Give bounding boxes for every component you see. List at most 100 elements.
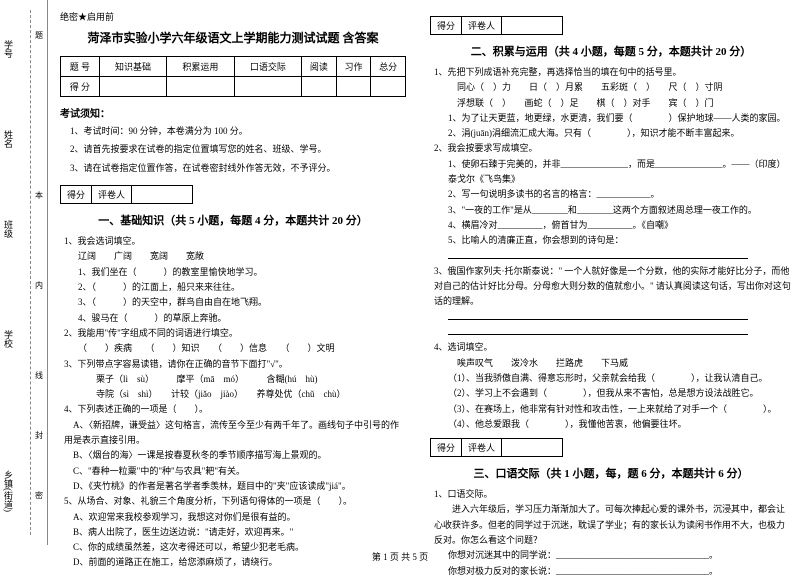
q-line: 5、比喻人的清廉正直，你会想到的诗句是： xyxy=(448,233,792,248)
section-2-title: 二、积累与运用（共 4 小题，每题 5 分，本题共计 20 分） xyxy=(430,43,792,59)
secret-mark: 绝密★启用前 xyxy=(60,10,406,23)
q-line: 你想对极力反对的家长说：____________________________… xyxy=(448,564,792,579)
gutter-dot: 封 xyxy=(35,430,43,441)
r-question-2: 2、我会按要求写成填空。 1、使卵石臻于完美的，并非______________… xyxy=(434,141,792,263)
gutter-label: 班级 xyxy=(2,220,15,238)
scorebox-marker: 评卷人 xyxy=(462,17,502,34)
q-line: （4）、他总爱跟我（ ），我懂他苦衷，他偏要往坏。 xyxy=(448,417,792,432)
q-line: 3、"一夜的工作"是从________和________这两个方面叙述周总理一夜… xyxy=(448,203,792,218)
q-line: 寺院（sì shì） 计较（jiǎo jiào） 养尊处优（chǔ chù） xyxy=(78,387,406,402)
question-1: 1、我会选词填空。 辽阔 广阔 宽阔 宽敞 1、我们坐在（ ）的教室里愉快地学习… xyxy=(64,234,406,326)
q-line: 1、为了让天更蓝，地更绿，水更清，我们要（ ）保护地球——人类的家园。 xyxy=(448,111,792,126)
score-table: 题 号 知识基础 积累运用 口语交际 阅读 习作 总分 得 分 xyxy=(60,56,406,97)
q-sub: 3、（ ）的天空中，群鸟自由自在地飞翔。 xyxy=(78,295,406,310)
table-row: 题 号 知识基础 积累运用 口语交际 阅读 习作 总分 xyxy=(61,57,406,77)
notice-line: 3、请在试卷指定位置作答，在试卷密封线外作答无效，不予评分。 xyxy=(70,161,406,175)
q-stem: 2、我能用"传"字组成不同的词语进行填空。 xyxy=(64,326,406,341)
r-question-1: 1、先把下列成语补充完整，再选择恰当的填在句中的括号里。 同心（ ）力 日（ ）… xyxy=(434,65,792,141)
q-line: （2）、学习上不会遇到（ ），但我从来不害怕，总是想方设法战胜它。 xyxy=(448,386,792,401)
blank-line xyxy=(448,249,792,264)
scorebox-score: 得分 xyxy=(61,186,92,203)
r-question-3: 3、俄国作家列夫·托尔斯泰说：" 一个人就好像是一个分数，他的实际才能好比分子，… xyxy=(434,264,792,340)
left-column: 绝密★启用前 菏泽市实验小学六年级语文上学期能力测试试题 含答案 题 号 知识基… xyxy=(48,0,418,545)
q-stem: 1、我会选词填空。 xyxy=(64,234,406,249)
q-opt: D、《夹竹桃》的作者是著名学者季羡林，题目中的"夹"应该读成"jiá"。 xyxy=(64,479,406,494)
th: 知识基础 xyxy=(99,57,166,77)
q-stem: 1、口语交际。 xyxy=(434,487,792,502)
th: 口语交际 xyxy=(234,57,301,77)
q-sub: 1、我们坐在（ ）的教室里愉快地学习。 xyxy=(78,265,406,280)
q-line: （ ）疾病 （ ）知识 （ ）信息 （ ）文明 xyxy=(78,341,406,356)
q-opt: B、〈烟台的海〉一课是按春夏秋冬的季节顺序描写海上景观的。 xyxy=(64,448,406,463)
q-opt: C、"春种一粒粟"中的"种"与农具"耙"有关。 xyxy=(64,464,406,479)
gutter-dot: 题 xyxy=(35,30,43,41)
section-scorebox: 得分 评卷人 xyxy=(430,16,563,35)
notice-line: 2、请首先按要求在试卷的指定位置填写您的姓名、班级、学号。 xyxy=(70,142,406,156)
table-row: 得 分 xyxy=(61,77,406,97)
q-line: （1）、当我骄傲自满、得意忘形时，父亲就会给我（ ），让我认清自己。 xyxy=(448,371,792,386)
q-stem: 4、选词填空。 xyxy=(434,340,792,355)
q-line: 浮想联（ ） 画蛇（ ）足 棋（ ）对手 宾（ ）门 xyxy=(448,96,792,111)
gutter-label: 姓名 xyxy=(2,130,15,148)
q-opt: A、〈新招牌，谦受益〉这句格言，流传至今至少有两千年了。画线句子中引号的作用是表… xyxy=(64,418,406,449)
td xyxy=(234,77,301,97)
gutter-dashed-line xyxy=(30,10,31,535)
scorebox-marker: 评卷人 xyxy=(462,439,502,456)
section-1-title: 一、基础知识（共 5 小题，每题 4 分，本题共计 20 分） xyxy=(60,212,406,228)
td xyxy=(336,77,371,97)
td: 得 分 xyxy=(61,77,100,97)
scorebox-marker: 评卷人 xyxy=(92,186,132,203)
exam-title: 菏泽市实验小学六年级语文上学期能力测试试题 含答案 xyxy=(60,29,406,46)
notice-heading: 考试须知： xyxy=(60,105,406,120)
section-scorebox: 得分 评卷人 xyxy=(60,185,193,204)
q-sub: 2、（ ）的江面上，船只来来往往。 xyxy=(78,280,406,295)
td xyxy=(302,77,337,97)
gutter-label: 学校 xyxy=(2,330,15,348)
r-question-4: 4、选词填空。 唉声叹气 泼冷水 拦路虎 下马威 （1）、当我骄傲自满、得意忘形… xyxy=(434,340,792,432)
th: 总分 xyxy=(371,57,406,77)
gutter-label: 学号 xyxy=(2,40,15,58)
q-stem: 4、下列表述正确的一项是（ ）。 xyxy=(64,402,406,417)
q-line: 4、横眉冷对__________，俯首甘为__________。《自嘲》 xyxy=(448,218,792,233)
binding-gutter: 学号 姓名 班级 学校 乡镇(街道) 题 本 内 线 封 密 xyxy=(0,0,48,545)
scorebox-blank xyxy=(502,439,562,456)
q-line: 2、涓(juān)涓细流汇成大海。只有（ ），知识才能不断丰富起来。 xyxy=(448,126,792,141)
scorebox-blank xyxy=(502,17,562,34)
page-footer: 第 1 页 共 5 页 xyxy=(0,550,800,563)
gutter-dot: 线 xyxy=(35,370,43,381)
gutter-dot: 本 xyxy=(35,190,43,201)
q-stem: 5、从场合、对象、礼貌三个角度分析，下列语句得体的一项是（ ）。 xyxy=(64,494,406,509)
q-words: 辽阔 广阔 宽阔 宽敞 xyxy=(78,249,406,264)
th: 阅读 xyxy=(302,57,337,77)
q-opt: B、病人出院了，医生边送边说："请走好，欢迎再来。" xyxy=(64,525,406,540)
q-line: （3）、在赛场上，他非常有针对性和攻击性，一上来就给了对手一个（ ）。 xyxy=(448,402,792,417)
section-3-title: 三、口语交际（共 1 小题，每，题 6 分，本题共计 6 分） xyxy=(430,465,792,481)
blank-line xyxy=(448,310,792,325)
q-sub: 4、骏马在（ ）的草原上奔驰。 xyxy=(78,311,406,326)
notice-line: 1、考试时间：90 分钟，本卷满分为 100 分。 xyxy=(70,124,406,138)
th: 积累运用 xyxy=(167,57,234,77)
scorebox-blank xyxy=(132,186,192,203)
q-line: 2、写一句说明多读书的名言的格言：____________。 xyxy=(448,187,792,202)
question-4: 4、下列表述正确的一项是（ ）。 A、〈新招牌，谦受益〉这句格言，流传至今至少有… xyxy=(64,402,406,494)
td xyxy=(371,77,406,97)
q-opt: A、欢迎常来我校参观学习，我想这对你们是很有益的。 xyxy=(64,510,406,525)
q-stem: 2、我会按要求写成填空。 xyxy=(434,141,792,156)
td xyxy=(99,77,166,97)
q-line: 1、使卵石臻于完美的，并非_______________，而是_________… xyxy=(448,157,792,188)
gutter-label: 乡镇(街道) xyxy=(2,470,15,512)
scorebox-score: 得分 xyxy=(431,439,462,456)
gutter-dot: 密 xyxy=(35,490,43,501)
th: 习作 xyxy=(336,57,371,77)
gutter-dot: 内 xyxy=(35,280,43,291)
q-text: 进入六年级后，学习压力渐渐加大了。可每次捧起心爱的课外书，沉浸其中，都会让心收获… xyxy=(434,502,792,548)
q-stem: 3、下列带点字容易读错，请你在正确的音节下面打"√"。 xyxy=(64,357,406,372)
right-column: 得分 评卷人 二、积累与运用（共 4 小题，每题 5 分，本题共计 20 分） … xyxy=(418,0,800,545)
question-2: 2、我能用"传"字组成不同的词语进行填空。 （ ）疾病 （ ）知识 （ ）信息 … xyxy=(64,326,406,357)
kouyu-question: 1、口语交际。 进入六年级后，学习压力渐渐加大了。可每次捧起心爱的课外书，沉浸其… xyxy=(434,487,792,579)
td xyxy=(167,77,234,97)
question-3: 3、下列带点字容易读错，请你在正确的音节下面打"√"。 栗子（lì sù） 摩平… xyxy=(64,357,406,403)
q-stem: 1、先把下列成语补充完整，再选择恰当的填在句中的括号里。 xyxy=(434,65,792,80)
q-words: 唉声叹气 泼冷水 拦路虎 下马威 xyxy=(448,356,792,371)
section-scorebox: 得分 评卷人 xyxy=(430,438,563,457)
